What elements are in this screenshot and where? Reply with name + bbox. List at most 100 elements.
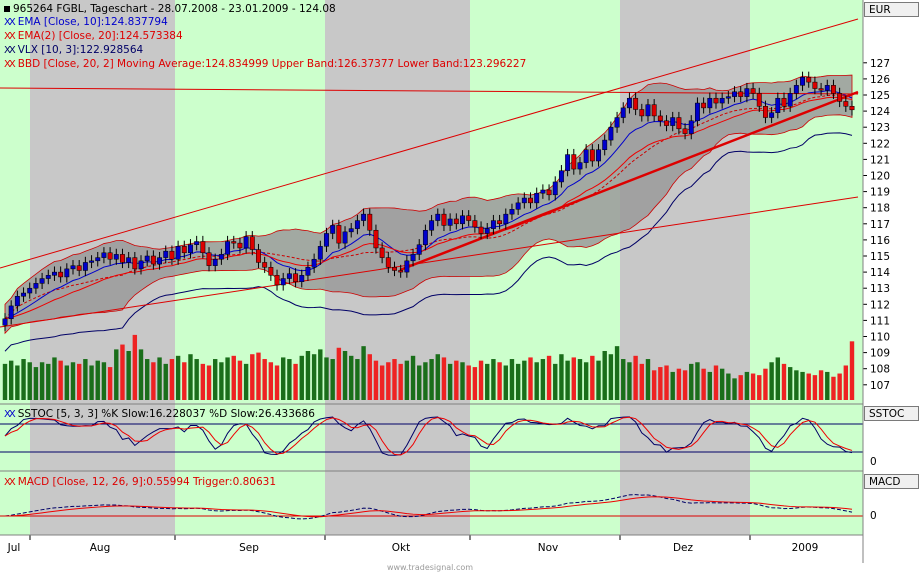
- volume-bar: [645, 359, 651, 400]
- candle-body: [447, 218, 453, 226]
- candle-body: [231, 241, 237, 244]
- legend-vlx[interactable]: XX VLX [10, 3]:122.928564: [4, 44, 144, 56]
- volume-bar: [169, 359, 175, 400]
- volume-bar: [485, 363, 490, 400]
- y-tick-label: 112: [870, 299, 890, 311]
- volume-bar: [559, 354, 564, 400]
- candle-body: [144, 255, 150, 262]
- volume-bar: [831, 376, 836, 400]
- candle-body: [410, 254, 416, 262]
- candle-body: [701, 102, 707, 109]
- volume-bar: [800, 371, 805, 400]
- volume-bar: [837, 373, 842, 400]
- candle-body: [453, 218, 459, 225]
- volume-bar: [410, 355, 416, 400]
- volume-bar: [355, 359, 360, 400]
- legend-ema10[interactable]: XX EMA [Close, 10]:124.837794: [4, 16, 168, 28]
- x-tick-label: Aug: [90, 542, 111, 554]
- candle-body: [299, 275, 305, 283]
- candle-body: [552, 181, 558, 196]
- upper-channel-line: [0, 18, 859, 269]
- candle-body: [89, 260, 95, 263]
- volume-bar: [583, 362, 589, 400]
- volume-bar: [200, 363, 206, 400]
- volume-bar: [497, 362, 502, 400]
- candle-body: [107, 252, 113, 260]
- candle-body: [330, 225, 336, 234]
- volume-bar: [27, 362, 32, 400]
- candle-body: [565, 154, 571, 171]
- candle-body: [416, 244, 422, 255]
- candle-body: [633, 97, 639, 110]
- candle-body: [534, 192, 540, 204]
- legend-ema20[interactable]: XX EMA(2) [Close, 20]:124.573384: [4, 30, 183, 42]
- candle-body: [157, 257, 163, 265]
- candle-body: [280, 278, 286, 286]
- candle-body: [676, 117, 682, 130]
- y-tick-label: 121: [870, 154, 890, 166]
- candle-body: [744, 88, 750, 97]
- volume-bar: [571, 357, 576, 400]
- volume-bar: [676, 368, 682, 400]
- volume-bar: [639, 363, 644, 400]
- volume-bar: [627, 362, 632, 400]
- legend-sstoc[interactable]: XX SSTOC [5, 3, 3] %K Slow:16.228037 %D S…: [4, 408, 315, 420]
- volume-bar: [386, 362, 391, 400]
- legend-macd[interactable]: XX MACD [Close, 12, 26, 9]:0.55994 Trigge…: [4, 476, 277, 488]
- volume-bar: [726, 373, 731, 400]
- volume-bar: [769, 362, 774, 400]
- volume-bar: [719, 368, 725, 400]
- volume-bar: [608, 354, 614, 400]
- candle-body: [725, 96, 731, 99]
- x-tick-label: Nov: [538, 542, 559, 554]
- candle-body: [95, 257, 101, 262]
- legend-bbd[interactable]: XX BBD [Close, 20, 2] Moving Average:124.…: [4, 58, 527, 70]
- volume-bar: [262, 359, 267, 400]
- y-tick-label: 111: [870, 315, 890, 327]
- volume-bar: [336, 347, 342, 400]
- volume-bar: [435, 354, 440, 400]
- lower-channel-line: [0, 196, 859, 328]
- candle-body: [750, 88, 756, 94]
- candle-body: [33, 283, 39, 289]
- candle-body: [361, 213, 367, 221]
- y-tick-label: 127: [870, 58, 890, 70]
- volume-bar: [101, 362, 107, 400]
- volume-bar: [713, 365, 719, 400]
- volume-bar: [132, 334, 138, 400]
- volume-bar: [546, 355, 552, 400]
- volume-bar: [89, 365, 94, 400]
- y-tick-label: 107: [870, 380, 890, 392]
- candle-body: [738, 91, 744, 97]
- candle-body: [528, 197, 533, 204]
- ema10-line: [4, 90, 853, 320]
- candle-body: [775, 97, 781, 113]
- candle-body: [385, 257, 391, 268]
- candle-body: [781, 97, 787, 107]
- resistance-line: [0, 87, 859, 95]
- ema20-line: [4, 96, 853, 320]
- volume-bar: [614, 346, 620, 400]
- volume-bar: [15, 365, 20, 400]
- volume-bar: [126, 350, 131, 400]
- volume-bar: [182, 362, 187, 400]
- candle-body: [348, 228, 354, 233]
- candle-body: [126, 257, 132, 263]
- volume-bar: [114, 349, 119, 400]
- volume-bar: [398, 363, 403, 400]
- support-trendline: [399, 90, 859, 272]
- candle-body: [188, 244, 193, 254]
- volume-bar: [311, 354, 317, 400]
- volume-bar: [64, 365, 70, 400]
- candle-body: [404, 260, 410, 273]
- candle-body: [651, 104, 657, 117]
- candle-body: [293, 273, 299, 283]
- volume-bar: [144, 359, 150, 400]
- candle-body: [682, 128, 688, 134]
- candle-body: [175, 246, 181, 260]
- volume-bar: [83, 359, 88, 400]
- candle-body: [379, 247, 385, 258]
- candle-body: [484, 228, 490, 234]
- volume-bar: [781, 363, 787, 400]
